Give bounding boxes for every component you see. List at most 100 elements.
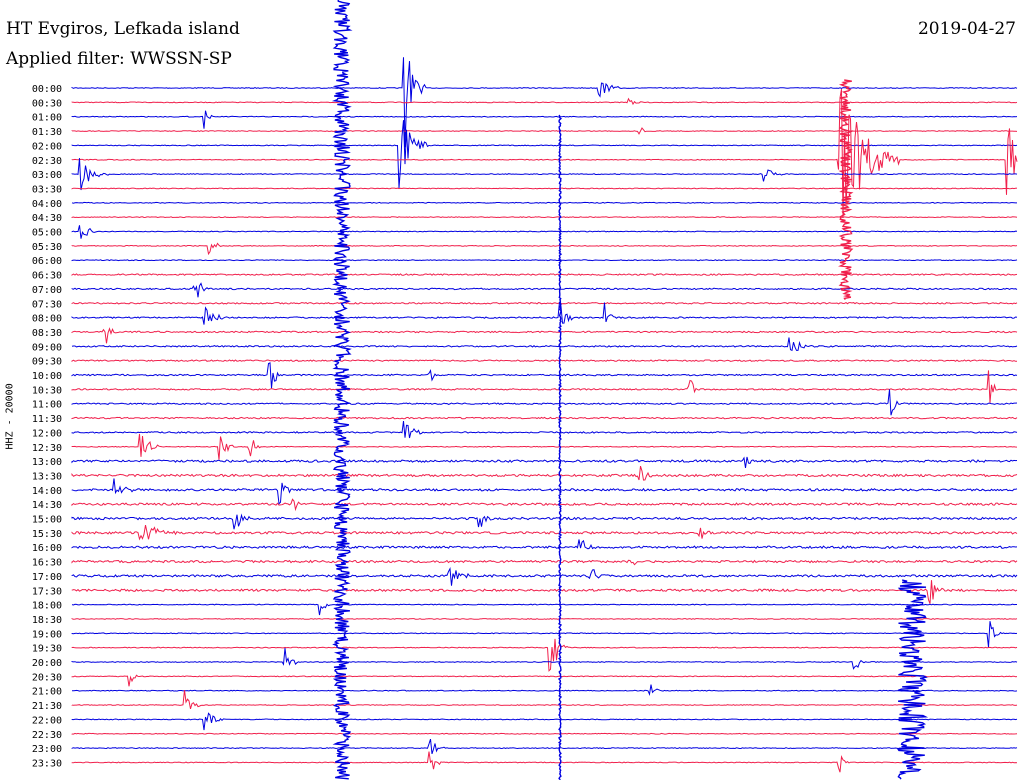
row-label: 01:00 xyxy=(32,113,62,124)
row-label: 18:30 xyxy=(32,615,62,626)
seismic-trace xyxy=(71,513,1018,530)
row-label: 21:30 xyxy=(32,701,62,712)
row-label: 09:00 xyxy=(32,342,62,353)
row-label: 01:30 xyxy=(32,127,62,138)
row-label: 08:00 xyxy=(32,314,62,325)
seismic-trace xyxy=(71,273,1018,276)
traces xyxy=(71,0,1018,780)
row-label: 03:00 xyxy=(32,170,62,181)
seismic-trace xyxy=(71,89,1018,219)
seismic-trace xyxy=(71,370,1018,404)
seismic-trace xyxy=(71,421,1018,439)
row-label: 20:00 xyxy=(32,658,62,669)
row-label: 05:00 xyxy=(32,228,62,239)
row-label: 02:30 xyxy=(32,156,62,167)
large-event-trace xyxy=(331,0,353,780)
row-label: 12:30 xyxy=(32,443,62,454)
seismic-trace xyxy=(71,478,1018,505)
row-label: 17:30 xyxy=(32,586,62,597)
seismic-trace xyxy=(71,301,1018,305)
row-label: 10:30 xyxy=(32,385,62,396)
row-label: 14:30 xyxy=(32,500,62,511)
row-label: 04:00 xyxy=(32,199,62,210)
seismic-trace xyxy=(71,57,1018,148)
row-label: 15:30 xyxy=(32,529,62,540)
row-label: 16:00 xyxy=(32,543,62,554)
row-label: 06:30 xyxy=(32,271,62,282)
row-label: 23:00 xyxy=(32,744,62,755)
station-title: HT Evgiros, Lefkada island xyxy=(6,19,240,39)
seismic-trace xyxy=(71,638,1018,672)
row-label: 07:00 xyxy=(32,285,62,296)
row-label: 22:00 xyxy=(32,715,62,726)
seismic-trace xyxy=(71,456,1018,468)
row-label: 09:30 xyxy=(32,357,62,368)
seismic-trace xyxy=(71,524,1018,541)
seismic-trace xyxy=(71,433,1018,460)
row-label: 19:30 xyxy=(32,644,62,655)
seismic-trace xyxy=(71,539,1018,550)
large-event-trace xyxy=(557,114,563,780)
row-label: 22:30 xyxy=(32,730,62,741)
seismic-trace xyxy=(71,738,1018,755)
seismic-trace xyxy=(71,259,1018,262)
seismic-trace xyxy=(71,751,1018,773)
seismic-trace xyxy=(71,712,1018,731)
row-label: 11:00 xyxy=(32,400,62,411)
seismic-trace xyxy=(71,242,1018,256)
row-label: 03:30 xyxy=(32,184,62,195)
seismic-trace xyxy=(71,559,1018,566)
seismic-trace xyxy=(71,416,1018,420)
seismic-trace xyxy=(71,465,1018,481)
row-label: 05:30 xyxy=(32,242,62,253)
seismic-trace xyxy=(71,158,1018,191)
seismic-trace xyxy=(71,618,1018,620)
seismic-trace xyxy=(71,362,1018,389)
row-label: 00:30 xyxy=(32,98,62,109)
row-label: 07:30 xyxy=(32,299,62,310)
row-label: 06:00 xyxy=(32,256,62,267)
row-label: 11:30 xyxy=(32,414,62,425)
seismic-trace xyxy=(71,359,1017,362)
row-label: 23:30 xyxy=(32,758,62,769)
seismic-trace xyxy=(71,603,1017,616)
seismic-trace xyxy=(71,566,1018,586)
row-label: 20:30 xyxy=(32,672,62,683)
row-labels: 00:00 00:30 01:00 01:30 02:00 02:30 03:00 03:30… xyxy=(32,84,62,769)
seismic-trace xyxy=(71,337,1018,352)
seismic-trace xyxy=(71,684,1018,696)
row-label: 13:30 xyxy=(32,471,62,482)
seismic-trace xyxy=(71,97,1018,106)
row-label: 08:30 xyxy=(32,328,62,339)
row-label: 17:00 xyxy=(32,572,62,583)
row-label: 14:00 xyxy=(32,486,62,497)
row-label: 13:00 xyxy=(32,457,62,468)
seismic-trace xyxy=(71,110,1018,129)
row-label: 15:00 xyxy=(32,515,62,526)
seismic-trace xyxy=(71,621,1018,648)
seismic-trace xyxy=(71,216,1018,219)
seismic-trace xyxy=(71,732,1018,735)
seismic-trace xyxy=(71,689,1018,710)
filter-label: Applied filter: WWSSN-SP xyxy=(6,49,232,69)
row-label: 16:30 xyxy=(32,558,62,569)
seismic-trace xyxy=(71,187,1018,190)
seismic-trace xyxy=(71,648,1018,670)
row-label: 02:00 xyxy=(32,141,62,152)
row-label: 00:00 xyxy=(32,84,62,95)
seismic-trace xyxy=(71,201,1017,204)
seismic-trace xyxy=(71,120,1018,189)
seismic-trace xyxy=(71,282,1018,298)
row-label: 21:00 xyxy=(32,687,62,698)
large-event-trace xyxy=(838,79,854,300)
seismic-trace xyxy=(71,498,1018,512)
seismic-trace xyxy=(71,127,1018,135)
large-event-trace xyxy=(896,579,929,780)
seismic-trace xyxy=(71,674,1018,687)
seismic-trace xyxy=(71,389,1018,416)
row-label: 19:00 xyxy=(32,629,62,640)
record-date: 2019-04-27 xyxy=(917,19,1016,39)
row-label: 04:30 xyxy=(32,213,62,224)
seismic-trace xyxy=(71,327,1018,344)
